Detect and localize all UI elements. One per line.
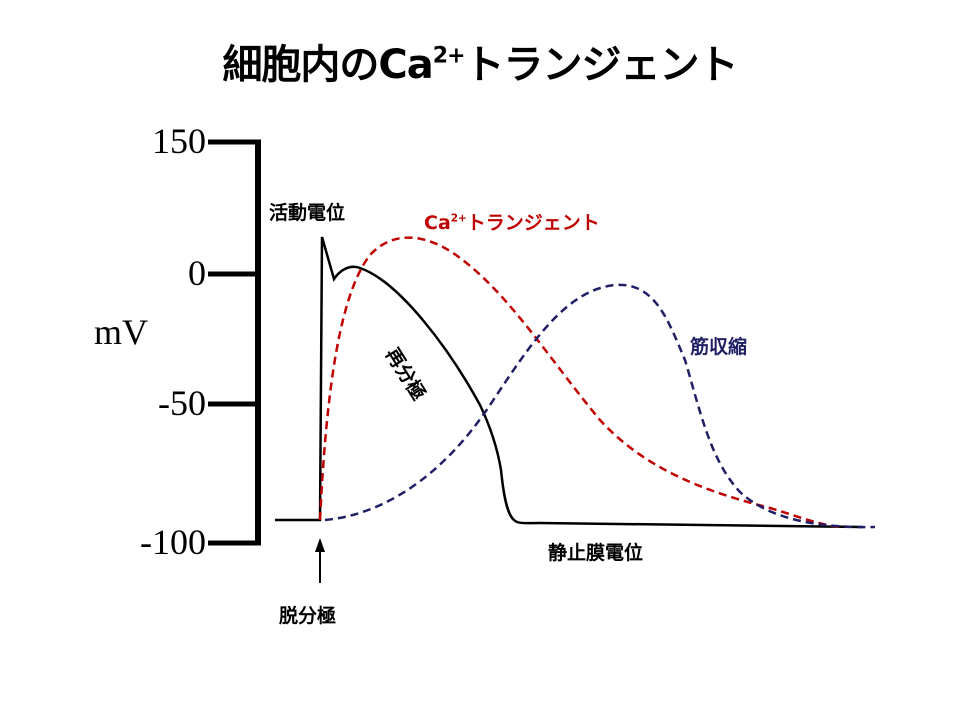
title-superscript: 2+: [432, 43, 466, 69]
y-axis-unit: mV: [94, 312, 148, 352]
label-ca-text: Ca: [424, 212, 451, 234]
tick-label-150: 150: [152, 121, 206, 161]
tick-label-minus50: -50: [158, 383, 206, 423]
title-text-suffix: トランジェント: [464, 42, 739, 88]
label-contraction: 筋収縮: [690, 336, 748, 358]
label-ca-superscript: 2+: [450, 212, 467, 225]
page-title: 細胞内のCa2+トランジェント: [0, 32, 960, 90]
label-depolarization: 脱分極: [279, 605, 337, 627]
label-action-potential: 活動電位: [269, 202, 346, 224]
contraction-curve: [324, 283, 876, 529]
label-ca-transient: Ca2+トランジェント: [424, 208, 600, 235]
arrow-head-icon: [315, 538, 325, 552]
tick-label-minus100: -100: [140, 522, 206, 562]
tick-label-0: 0: [188, 253, 206, 293]
label-resting-potential: 静止膜電位: [548, 542, 644, 564]
action-potential-curve: [275, 236, 863, 529]
label-ca-suffix: トランジェント: [466, 212, 600, 234]
title-text: 細胞内のCa: [222, 42, 433, 88]
